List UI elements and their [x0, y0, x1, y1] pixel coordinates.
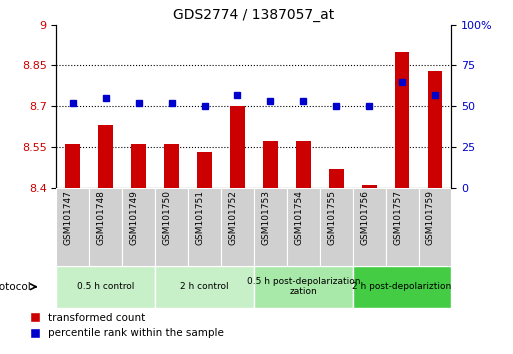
- Bar: [427, 71, 442, 188]
- Text: 0.5 h control: 0.5 h control: [77, 282, 134, 291]
- Text: GSM101748: GSM101748: [97, 190, 106, 245]
- Bar: [419, 188, 451, 266]
- Bar: [263, 142, 278, 188]
- Bar: [394, 52, 409, 188]
- Text: GSM101750: GSM101750: [163, 190, 172, 245]
- Title: GDS2774 / 1387057_at: GDS2774 / 1387057_at: [173, 8, 334, 22]
- Text: GSM101759: GSM101759: [426, 190, 435, 245]
- Bar: [89, 188, 122, 266]
- Bar: [56, 188, 89, 266]
- Text: GSM101753: GSM101753: [262, 190, 270, 245]
- Bar: [66, 144, 81, 188]
- Bar: [56, 266, 155, 308]
- Text: 2 h control: 2 h control: [180, 282, 229, 291]
- Bar: [188, 188, 221, 266]
- Text: GSM101757: GSM101757: [393, 190, 402, 245]
- Legend: transformed count, percentile rank within the sample: transformed count, percentile rank withi…: [31, 313, 223, 338]
- Bar: [353, 188, 386, 266]
- Text: 0.5 h post-depolarization
zation: 0.5 h post-depolarization zation: [247, 277, 360, 296]
- Bar: [98, 125, 113, 188]
- Bar: [131, 144, 146, 188]
- Text: GSM101751: GSM101751: [195, 190, 205, 245]
- Bar: [362, 185, 377, 188]
- Text: GSM101756: GSM101756: [360, 190, 369, 245]
- Bar: [296, 142, 311, 188]
- Bar: [353, 266, 451, 308]
- Bar: [122, 188, 155, 266]
- Bar: [164, 144, 179, 188]
- Bar: [329, 169, 344, 188]
- Text: GSM101754: GSM101754: [294, 190, 303, 245]
- Bar: [386, 188, 419, 266]
- Text: GSM101755: GSM101755: [327, 190, 336, 245]
- Bar: [320, 188, 353, 266]
- Text: GSM101749: GSM101749: [130, 190, 139, 245]
- Text: GSM101747: GSM101747: [64, 190, 73, 245]
- Text: 2 h post-depolariztion: 2 h post-depolariztion: [352, 282, 451, 291]
- Bar: [221, 188, 254, 266]
- Text: GSM101752: GSM101752: [228, 190, 238, 245]
- Bar: [155, 266, 254, 308]
- Bar: [197, 152, 212, 188]
- Bar: [230, 106, 245, 188]
- Text: protocol: protocol: [0, 282, 31, 292]
- Bar: [155, 188, 188, 266]
- Bar: [287, 188, 320, 266]
- Bar: [254, 188, 287, 266]
- Bar: [254, 266, 353, 308]
